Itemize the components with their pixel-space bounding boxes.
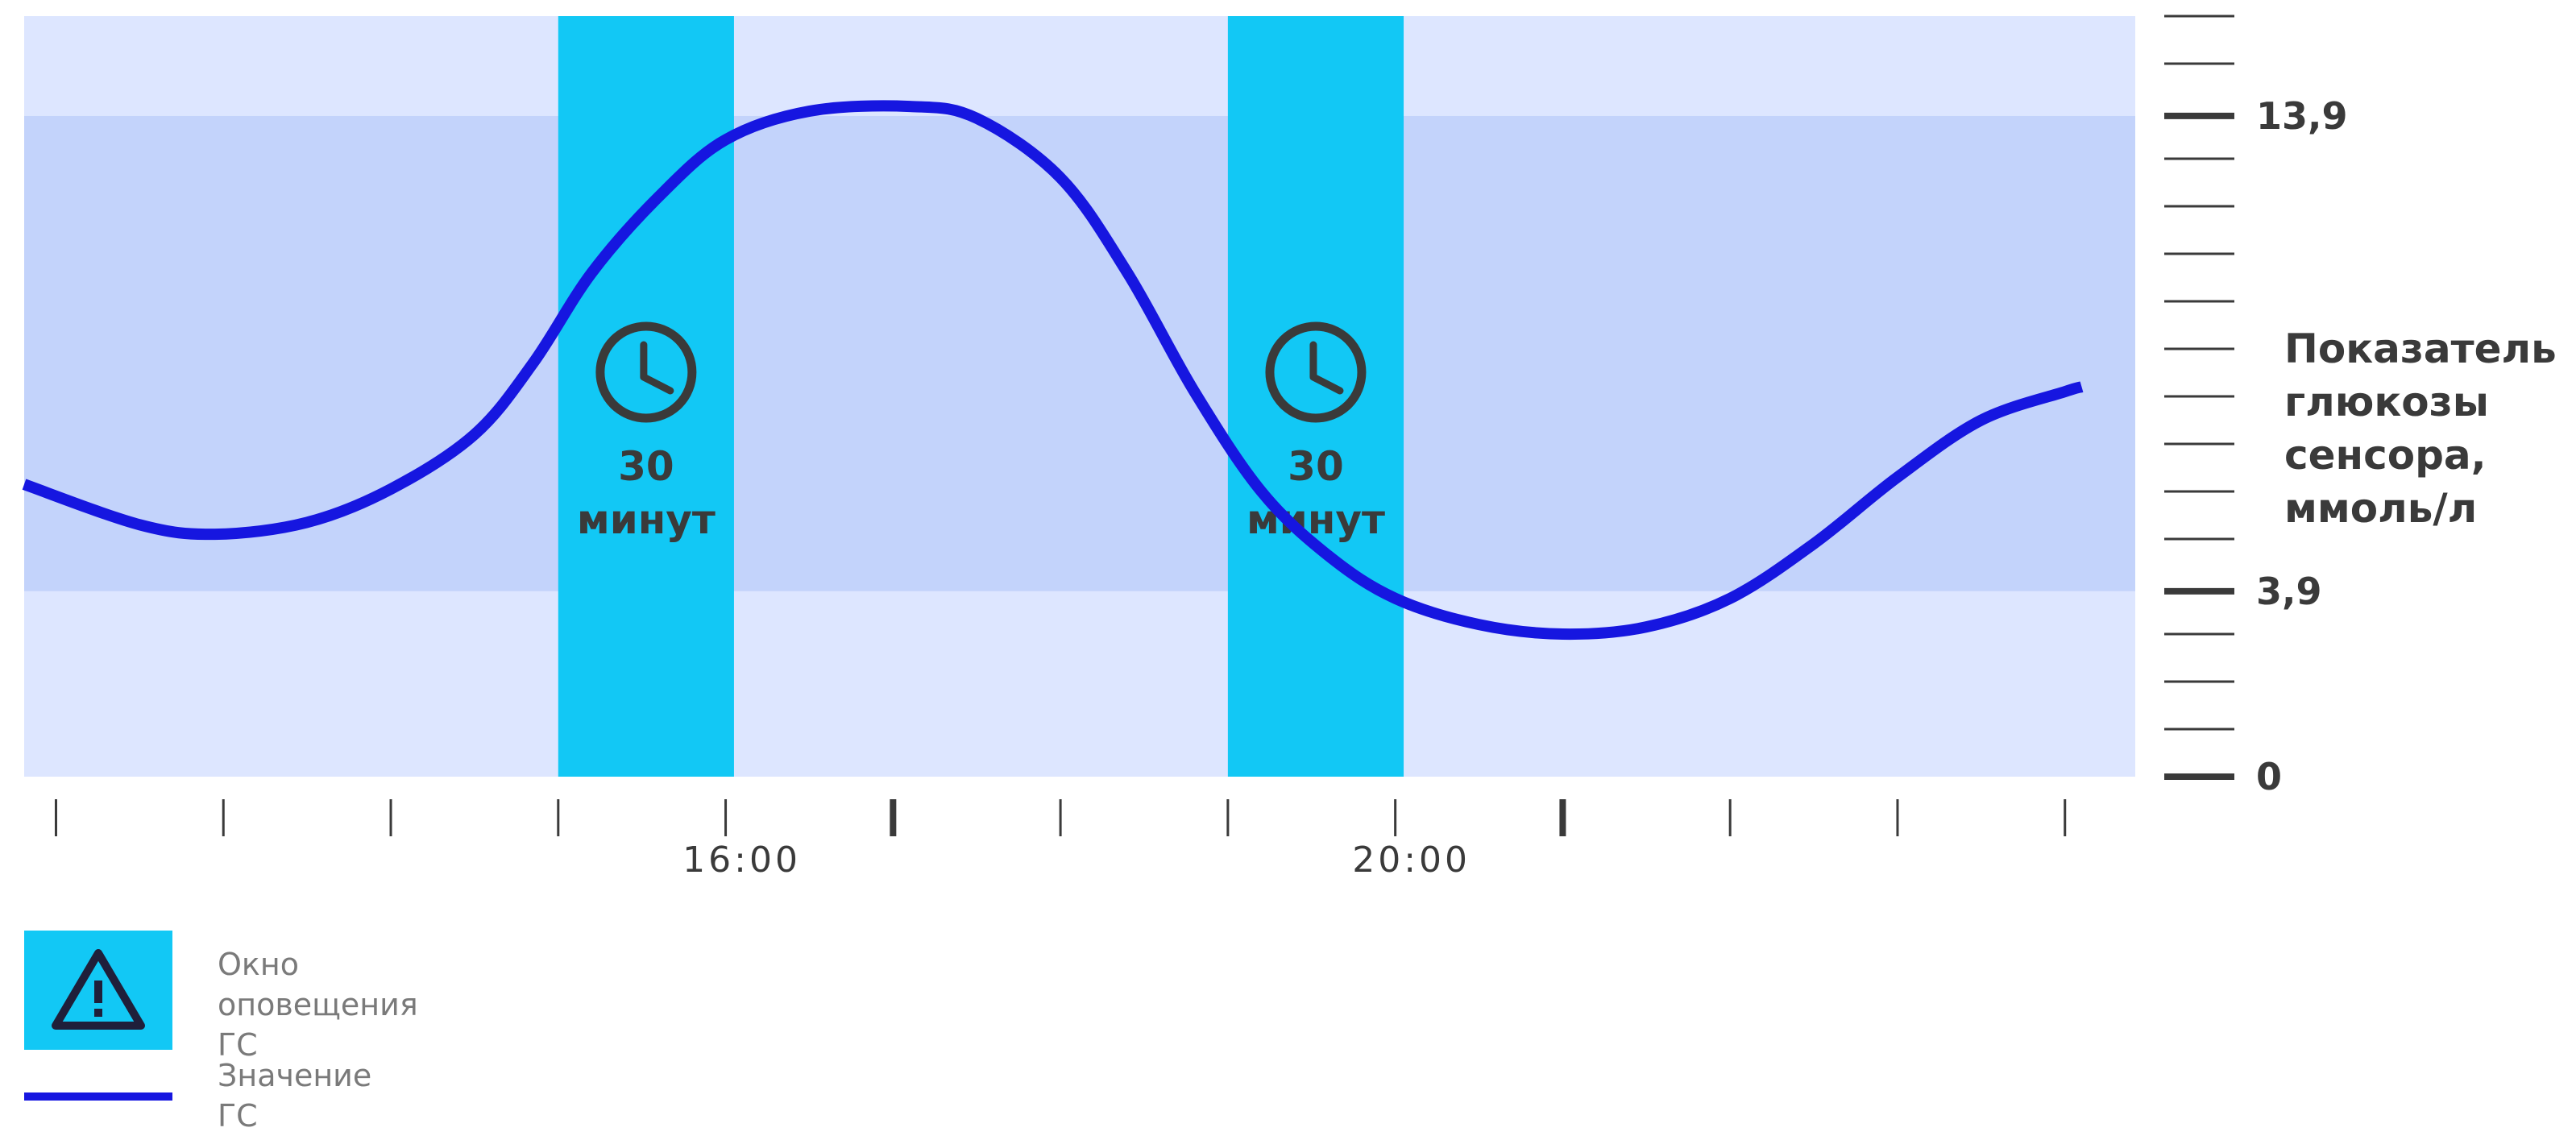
legend-glucose-value-label: Значение ГС — [218, 1058, 372, 1134]
alert-window-2 — [1227, 16, 1404, 777]
x-tick-label: 20:00 — [1352, 840, 1471, 881]
glucose-line — [22, 100, 2084, 641]
clock-icon — [1265, 321, 1367, 423]
upper-out-of-range-band — [24, 16, 2135, 116]
alert-triangle-icon — [52, 949, 145, 1030]
legend-alert-window-label: Окно оповещения ГС — [218, 947, 418, 1063]
lower-out-of-range-band — [24, 591, 2135, 777]
alert-duration-value: 30 — [618, 443, 674, 490]
x-axis: 16:00 20:00 — [54, 799, 2067, 881]
alert-duration-unit: минут — [577, 496, 716, 543]
clock-icon — [595, 321, 697, 423]
y-axis: 0 3,9 13,9 — [2164, 15, 2348, 798]
legend-alert-window-swatch — [24, 931, 172, 1050]
legend-glucose-line-swatch — [24, 1092, 172, 1101]
y-tick-label: 0 — [2256, 755, 2282, 798]
y-tick-label: 13,9 — [2256, 94, 2348, 138]
alert-window-1 — [558, 16, 734, 777]
alert-duration-value: 30 — [1288, 443, 1344, 490]
y-tick-label: 3,9 — [2256, 570, 2322, 613]
x-tick-label: 16:00 — [682, 840, 801, 881]
target-range-band — [24, 115, 2135, 591]
y-axis-label: Показатель глюкозы сенсора, ммоль/л — [2284, 325, 2557, 532]
